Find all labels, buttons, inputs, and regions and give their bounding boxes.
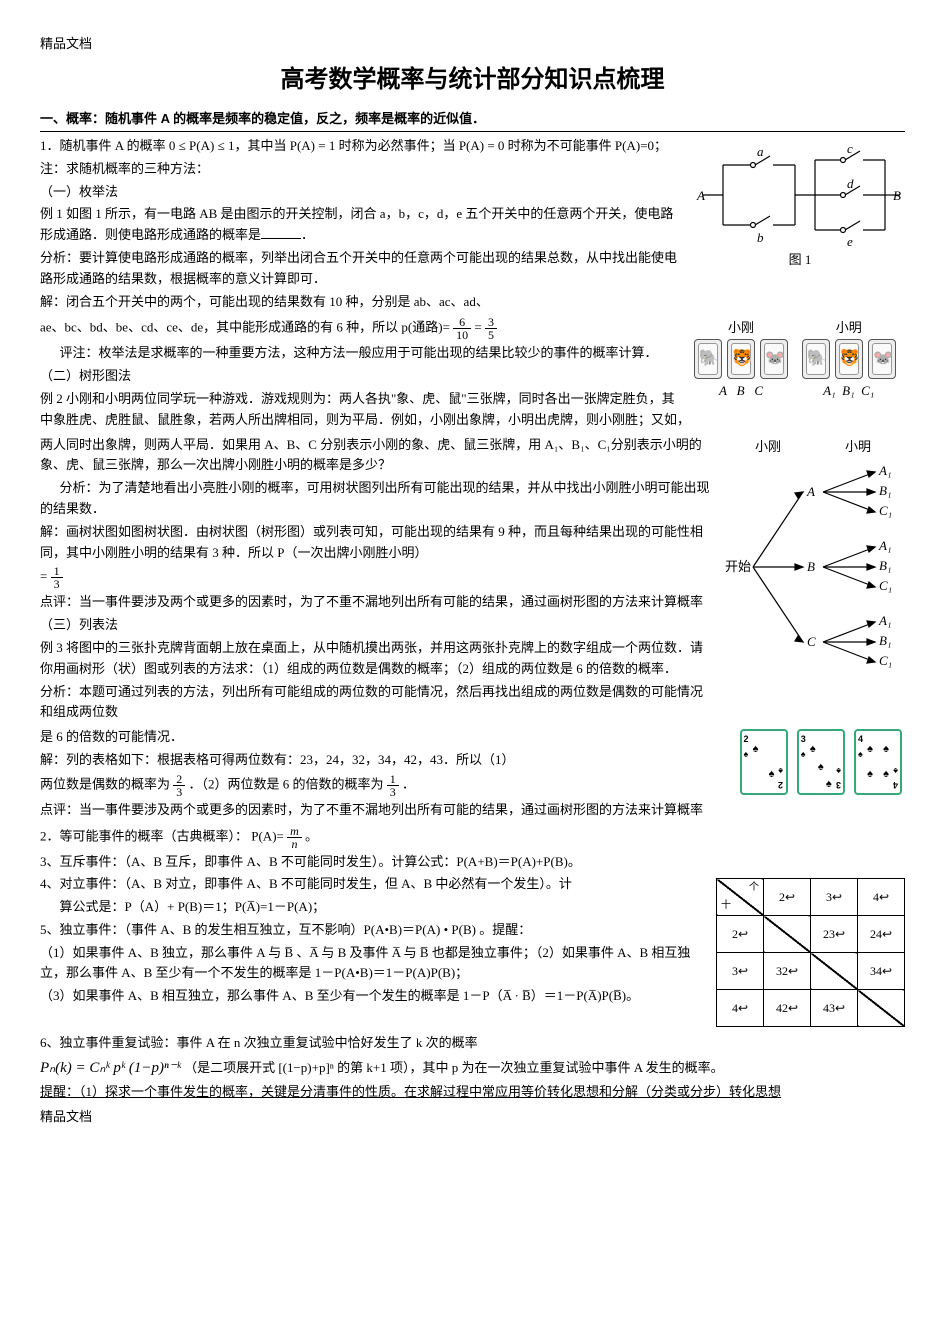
p2-a: 2．等可能事件的概率（古典概率）： P(A)= [40,828,284,843]
para-tip: 提醒：（1）探求一个事件发生的概率，关键是分清事件的性质。在求解过程中常应用等价… [40,1082,905,1103]
ex1-b: ． [301,227,314,242]
ex2-sol-a: 解：画树状图如图树状图．由树状图（树形图）或列表可知，可能出现的结果有 9 种，… [40,524,703,560]
ex3-sol-c: ．（2）两位数是 6 的倍数的概率为 [189,776,384,791]
grid-h-4: 4↩ [858,879,905,916]
cards-right-title: 小明 [801,318,898,339]
ex1-sol2a: ae、bc、bd、be、cd、ce、de，其中能形成通路的有 6 种，所以 p(… [40,320,450,335]
tree-A1-2: A₁ [878,538,891,553]
bernoulli-formula: Pₙ(k) = Cₙᵏ pᵏ (1−p)ⁿ⁻ᵏ [40,1060,181,1076]
grid-33 [811,953,858,990]
ex2-sol-b: = [40,569,47,584]
tree-col2-title: 小明 [845,439,871,454]
grid-22 [764,916,811,953]
figure-playing-cards: 2♠ 2♠ ♠♠ 3♠ 3♠ ♠♠♠ 4♠ 4♠ ♠♠♠♠ [737,729,906,802]
ex3-sol-b: 两位数是偶数的概率为 [40,776,170,791]
ex1-eq: = [474,320,481,335]
circuit-label-c: c [847,141,853,156]
circuit-label-e: e [847,234,853,249]
tree-A1-3: A₁ [878,613,891,628]
grid-32: 32↩ [764,953,811,990]
circuit-label-a: a [757,144,764,159]
grid-r-3: 3↩ [717,953,764,990]
frac-2-3: 23 [173,773,185,798]
tree-svg: 小刚 小明 开始 A B C A₁ B₁ C₁ A₁ B₁ C₁ A₁ [725,437,905,687]
tree-col1-title: 小刚 [755,439,781,454]
tree-A: A [806,484,815,499]
circuit-svg: A B a b c d e [695,140,905,250]
circuit-label-A: A [696,188,705,203]
tree-C1-3: C₁ [879,653,892,668]
ex3-sol-d: ． [402,776,415,791]
grid-42: 42↩ [764,990,811,1027]
card-B: 🐯 [727,339,755,379]
cards-left-title: 小刚 [693,318,790,339]
grid-h-2: 2↩ [764,879,811,916]
figure-cards: 小刚 🐘 🐯 🐭 A B C 小明 🐘 🐯 🐭 A₁ B₁ C₁ [693,318,905,402]
card-label-A: A [719,383,727,398]
grid-24: 24↩ [858,916,905,953]
tree-A1-1: A₁ [878,463,891,478]
pcard-4: 4♠ 4♠ ♠♠♠♠ [854,729,902,795]
p2-b: 。 [305,828,318,843]
grid-r-4: 4↩ [717,990,764,1027]
grid-h-3: 3↩ [811,879,858,916]
circuit-label-d: d [847,176,854,191]
card-label-B: B [737,383,745,398]
para-2: 2．等可能事件的概率（古典概率）： P(A)= mn 。 [40,825,905,850]
frac-1-3b: 13 [387,773,399,798]
grid-43: 43↩ [811,990,858,1027]
card-C: 🐭 [760,339,788,379]
frac-1-3: 13 [51,565,63,590]
tree-C: C [807,634,816,649]
tree-C1-1: C₁ [879,503,892,518]
tree-B1-1: B₁ [879,483,891,498]
tree-start: 开始 [725,559,751,574]
pcard-3: 3♠ 3♠ ♠♠♠ [797,729,845,795]
circuit-label-b: b [757,230,764,245]
grid-header-corner: 个十 [717,879,764,916]
card-A1: 🐘 [802,339,830,379]
card-label-B1: B₁ [842,383,854,398]
circuit-label-B: B [893,188,901,203]
grid-r-2: 2↩ [717,916,764,953]
footer-note: 精品文档 [40,1107,905,1128]
two-digit-table: 个十 2↩ 3↩ 4↩ 2↩ 23↩ 24↩ 3↩ 32↩ 34↩ 4↩ 42↩… [716,878,905,1027]
card-A: 🐘 [694,339,722,379]
page-title: 高考数学概率与统计部分知识点梳理 [40,61,905,99]
tree-C1-2: C₁ [879,578,892,593]
frac-m-n: mn [287,825,302,850]
header-note: 精品文档 [40,34,905,55]
figure-circuit-caption: 图 1 [695,250,905,271]
frac-3-5: 35 [485,316,497,341]
pcard-2: 2♠ 2♠ ♠♠ [740,729,788,795]
card-B1: 🐯 [835,339,863,379]
para-3: 3、互斥事件：（A、B 互斥，即事件 A、B 不可能同时发生）。计算公式：P(A… [40,852,905,873]
grid-44 [858,990,905,1027]
para-6a: 6、独立事件重复试验：事件 A 在 n 次独立重复试验中恰好发生了 k 次的概率 [40,1033,905,1054]
figure-tree: 小刚 小明 开始 A B C A₁ B₁ C₁ A₁ B₁ C₁ A₁ [725,437,905,694]
p6-b: （是二项展开式 [(1−p)+p]ⁿ 的第 k+1 项），其中 p 为在一次独立… [184,1060,724,1075]
grid-23: 23↩ [811,916,858,953]
para-6-formula: Pₙ(k) = Cₙᵏ pᵏ (1−p)ⁿ⁻ᵏ （是二项展开式 [(1−p)+p… [40,1056,905,1080]
card-label-A1: A₁ [823,383,835,398]
card-C1: 🐭 [868,339,896,379]
figure-circuit: A B a b c d e 图 1 [695,140,905,271]
tree-B1-2: B₁ [879,558,891,573]
ex1-sol1: 解：闭合五个开关中的两个，可能出现的结果数有 10 种，分别是 ab、ac、ad… [40,292,905,313]
ex3-comment: 点评：当一事件要涉及两个或更多的因素时，为了不重不漏地列出所有可能的结果，通过画… [40,800,905,821]
card-label-C1: C₁ [861,383,874,398]
tree-B1-3: B₁ [879,633,891,648]
card-label-C: C [754,383,763,398]
frac-6-10: 610 [453,316,471,341]
section-1-header: 一、概率：随机事件 A 的概率是频率的稳定值，反之，频率是概率的近似值． [40,109,905,132]
blank-answer [261,225,301,239]
tree-B: B [807,559,815,574]
grid-34: 34↩ [858,953,905,990]
ex1-a: 例 1 如图 1 所示，有一电路 AB 是由图示的开关控制，闭合 a，b，c，d… [40,206,673,242]
